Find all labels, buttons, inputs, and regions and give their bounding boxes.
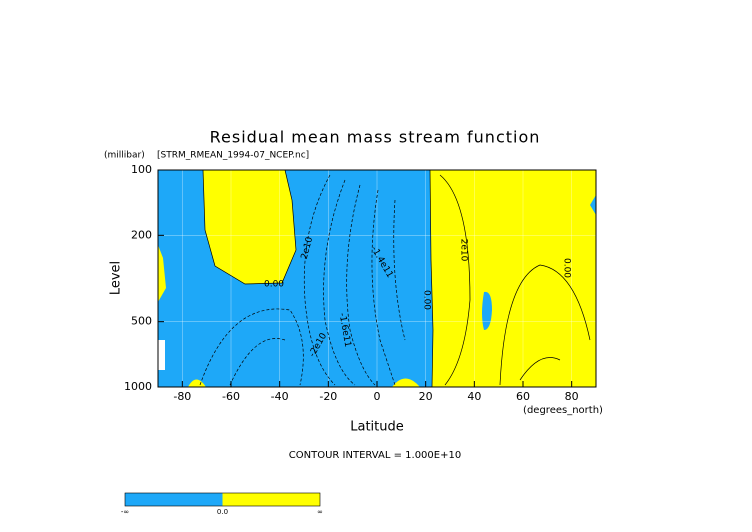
colorbar-label: -∞ (121, 508, 129, 516)
colorbar-label: ∞ (317, 508, 323, 516)
x-tick-label: 80 (565, 390, 579, 403)
y-tick-label: 100 (131, 163, 152, 176)
x-tick-label: 0 (374, 390, 381, 403)
contour-line (229, 338, 286, 386)
colorbar-box (222, 493, 320, 506)
x-tick-label: -40 (271, 390, 289, 403)
x-axis-label: Latitude (350, 420, 404, 435)
positive-region (430, 170, 596, 387)
contour-line (323, 179, 356, 386)
plot-area: 0.00 2e10 -1.4e11 -1.6e11 2e10 0.00 0.00… (157, 169, 597, 388)
contour-label: 0.00 (562, 258, 572, 278)
contour-line (519, 357, 561, 381)
contour-line (439, 174, 471, 386)
y-units: (millibar) (104, 151, 145, 161)
x-tick-label: -60 (222, 390, 240, 403)
contour-line (429, 169, 434, 388)
contour-line (199, 308, 304, 386)
chart-title: Residual mean mass stream function (210, 128, 541, 147)
colorbar-box (125, 493, 223, 506)
x-units: (degrees_north) (523, 405, 603, 416)
y-tick-label: 500 (131, 315, 152, 328)
positive-region (158, 245, 166, 302)
contour-line (303, 174, 336, 386)
contour-interval: CONTOUR INTERVAL = 1.000E+10 (289, 450, 461, 461)
colorbar: -∞ 0.0 ∞ (121, 492, 323, 516)
colorbar-label: 0.0 (217, 508, 228, 516)
grid (158, 169, 596, 388)
y-tick-label: 200 (131, 228, 152, 241)
negative-region (482, 291, 492, 330)
x-tick-label: 20 (419, 390, 433, 403)
y-tick-label: 1000 (124, 380, 152, 393)
source-label: [STRM_RMEAN_1994-07_NCEP.nc] (157, 151, 309, 161)
negative-region (590, 195, 596, 215)
contour-line (393, 199, 406, 341)
positive-region (203, 170, 296, 284)
positive-region (392, 378, 420, 387)
colorbar-frame (124, 492, 321, 507)
x-tick-label: -80 (173, 390, 191, 403)
x-tick-label: 40 (467, 390, 481, 403)
contour-line (346, 184, 376, 386)
contour-label: 2e10 (459, 239, 469, 262)
y-axis-label: Level (109, 261, 124, 295)
positive-region (188, 379, 206, 387)
contour-line (202, 169, 297, 285)
x-tick-label: -20 (319, 390, 337, 403)
x-tick-label: 60 (516, 390, 530, 403)
missing-data (158, 340, 165, 370)
contour-label: 0.00 (422, 290, 432, 310)
contour-label: 0.00 (264, 280, 284, 290)
contour-line (499, 264, 591, 386)
